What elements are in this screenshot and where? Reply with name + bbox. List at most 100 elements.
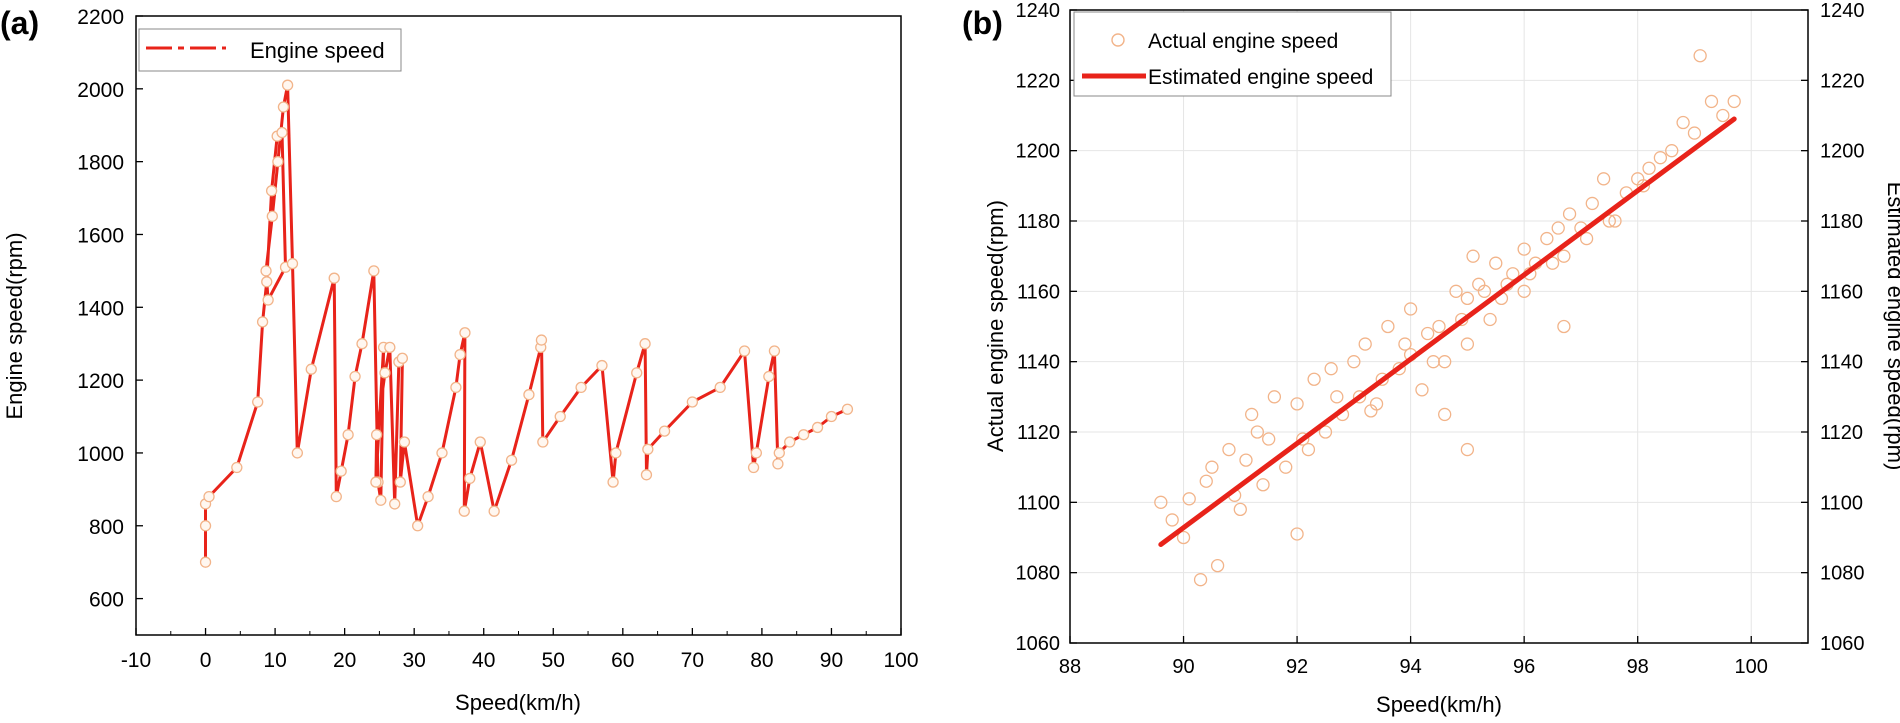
actual-engine-speed-point: [1290, 527, 1304, 541]
actual-engine-speed-point: [1256, 478, 1270, 492]
actual-engine-speed-point: [1506, 267, 1520, 281]
actual-engine-speed-point: [1426, 355, 1440, 369]
actual-engine-speed-point: [1352, 390, 1367, 404]
engine-speed-point: [763, 370, 775, 383]
panel-b-data: [1154, 49, 1741, 587]
actual-engine-speed-point: [1562, 207, 1577, 221]
engine-speed-point: [797, 429, 810, 441]
actual-engine-speed-point: [1279, 460, 1293, 474]
y-tick-label: 600: [89, 589, 124, 612]
y-tick-label: 1120: [1017, 422, 1060, 444]
actual-engine-speed-point: [1165, 513, 1179, 527]
engine-speed-point: [266, 210, 278, 222]
engine-speed-point: [203, 490, 215, 503]
engine-speed-point: [262, 294, 274, 306]
engine-speed-point: [199, 556, 212, 568]
actual-engine-speed-point: [1432, 319, 1446, 334]
actual-engine-speed-point: [1262, 432, 1276, 446]
x-tick-label: 40: [472, 649, 495, 672]
actual-engine-speed-point: [1381, 319, 1395, 334]
engine-speed-point: [459, 327, 471, 339]
actual-engine-speed-point: [1193, 573, 1208, 587]
panel-b-ticks: 88 90 92 94 96 98 100 1060 1060 1080 1080 1100 1100 1…: [1016, 0, 1865, 678]
actual-engine-speed-point: [1517, 242, 1531, 256]
actual-engine-speed-point: [1438, 407, 1452, 422]
actual-engine-speed-point: [1716, 108, 1730, 123]
engine-speed-point: [825, 410, 838, 423]
actual-engine-speed-point: [1250, 425, 1264, 439]
engine-speed-point: [436, 447, 448, 459]
engine-speed-point: [537, 436, 549, 448]
engine-speed-point: [596, 359, 608, 372]
engine-speed-point: [642, 443, 654, 455]
engine-speed-point: [747, 461, 760, 474]
engine-speed-point: [384, 341, 396, 353]
actual-engine-speed-point: [1551, 221, 1565, 235]
actual-engine-speed-point: [1296, 432, 1310, 446]
actual-engine-speed-point: [1665, 144, 1679, 158]
panel-a-data: [199, 79, 854, 568]
engine-speed-point: [398, 436, 411, 448]
actual-engine-speed-point: [1727, 94, 1741, 109]
x-tick-label: 96: [1513, 656, 1535, 678]
actual-engine-speed-point: [1483, 312, 1497, 327]
actual-engine-speed-point: [1210, 558, 1225, 573]
actual-engine-speed-point: [1182, 492, 1196, 506]
engine-speed-point: [488, 505, 500, 517]
engine-speed-point: [305, 363, 317, 375]
actual-engine-speed-point: [1460, 337, 1475, 351]
panel-a-y-axis-label: Engine speed(rpm): [2, 232, 27, 419]
actual-engine-speed-point: [1540, 231, 1554, 246]
y-tick-label: 2000: [77, 79, 124, 102]
actual-engine-speed-point: [1579, 231, 1594, 246]
engine-speed-point: [328, 272, 340, 284]
actual-engine-speed-point: [1347, 355, 1361, 369]
y2-tick-label: 1180: [1820, 211, 1863, 233]
engine-speed-point: [631, 367, 643, 379]
y-tick-label: 1800: [77, 152, 124, 175]
actual-engine-speed-point: [1585, 196, 1599, 211]
engine-speed-point: [260, 265, 272, 277]
x-tick-label: 90: [820, 649, 843, 672]
panel-b-label: (b): [962, 5, 1003, 41]
x-tick-label: 88: [1059, 656, 1081, 678]
y-tick-label: 1140: [1017, 352, 1060, 374]
panel-b-legend: Actual engine speed Estimated engine spe…: [1073, 11, 1392, 97]
engine-speed-point: [330, 490, 342, 503]
x-tick-label: 80: [750, 649, 773, 672]
actual-engine-speed-point: [1415, 383, 1429, 397]
x-tick-label: 70: [681, 649, 704, 672]
panel-b-x-axis-label: Speed(km/h): [1376, 692, 1502, 717]
engine-speed-point: [714, 381, 726, 394]
actual-engine-speed-point: [1392, 362, 1406, 376]
x-tick-label: 10: [263, 649, 286, 672]
engine-speed-point: [342, 429, 354, 441]
actual-engine-speed-point: [1489, 256, 1503, 270]
actual-engine-speed-point: [1154, 495, 1168, 509]
estimated-engine-speed-line: [1158, 116, 1737, 548]
engine-speed-point: [356, 338, 368, 350]
y2-tick-label: 1140: [1820, 352, 1863, 374]
actual-engine-speed-point: [1375, 372, 1389, 386]
y2-tick-label: 1160: [1820, 281, 1863, 303]
engine-speed-point: [368, 265, 380, 277]
actual-engine-speed-point: [1245, 407, 1259, 422]
engine-speed-point: [370, 429, 383, 441]
engine-speed-point: [379, 367, 391, 379]
actual-engine-speed-point: [1460, 442, 1475, 457]
x-tick-label: 100: [883, 649, 918, 672]
actual-engine-speed-point: [1176, 530, 1191, 545]
panel-a-legend-label-engine-speed: Engine speed: [250, 38, 385, 63]
actual-engine-speed-point: [1403, 302, 1418, 316]
engine-speed-point: [370, 476, 382, 488]
engine-speed-point: [291, 447, 303, 459]
engine-speed-point: [575, 381, 587, 394]
x-tick-label: 0: [200, 649, 212, 672]
actual-engine-speed-point: [1318, 425, 1333, 439]
y-tick-label: 1600: [77, 224, 124, 247]
series-engine-speed-line: [204, 83, 849, 563]
actual-engine-speed-point: [1636, 179, 1651, 193]
engine-speed-point: [554, 410, 566, 423]
engine-speed-point: [412, 520, 424, 532]
panel-a-label: (a): [0, 5, 39, 41]
